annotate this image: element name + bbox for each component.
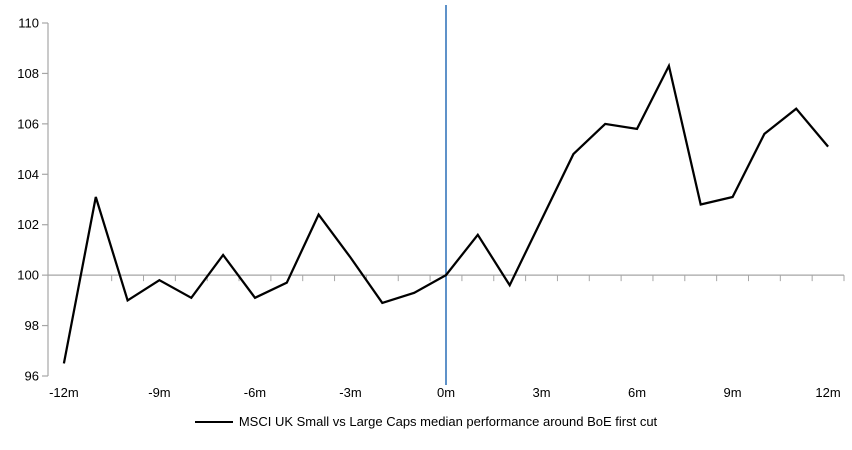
y-axis-tick-label: 108 bbox=[17, 66, 39, 81]
x-axis-tick-label: 9m bbox=[724, 385, 742, 400]
x-axis-tick-label: -9m bbox=[148, 385, 170, 400]
y-axis-tick-label: 102 bbox=[17, 217, 39, 232]
y-axis-tick-label: 96 bbox=[25, 369, 39, 384]
x-axis-tick-label: -3m bbox=[339, 385, 361, 400]
y-axis-tick-label: 110 bbox=[18, 16, 39, 31]
legend-line-sample bbox=[194, 420, 233, 423]
series-line bbox=[62, 62, 829, 364]
y-axis-tick-label: 100 bbox=[17, 268, 39, 283]
x-axis-tick-label: -12m bbox=[49, 385, 79, 400]
x-axis-tick-label: -6m bbox=[244, 385, 266, 400]
x-axis-tick-label: 0m bbox=[437, 385, 455, 400]
line-chart: 96 98 100 102 104 106 108 110 -12m -9m -6m -3m 0m 3m 6… bbox=[17, 5, 845, 400]
y-axis-tick-label: 104 bbox=[17, 167, 39, 182]
y-axis-tick-label: 106 bbox=[17, 116, 39, 131]
y-axis-tick-label: 98 bbox=[25, 318, 39, 333]
legend-label: MSCI UK Small vs Large Caps median perfo… bbox=[238, 414, 658, 429]
x-axis-tick-label: 12m bbox=[815, 385, 840, 400]
chart-legend: MSCI UK Small vs Large Caps median perfo… bbox=[0, 414, 852, 429]
x-axis-tick-label: 3m bbox=[532, 385, 550, 400]
x-axis-tick-label: 6m bbox=[628, 385, 646, 400]
